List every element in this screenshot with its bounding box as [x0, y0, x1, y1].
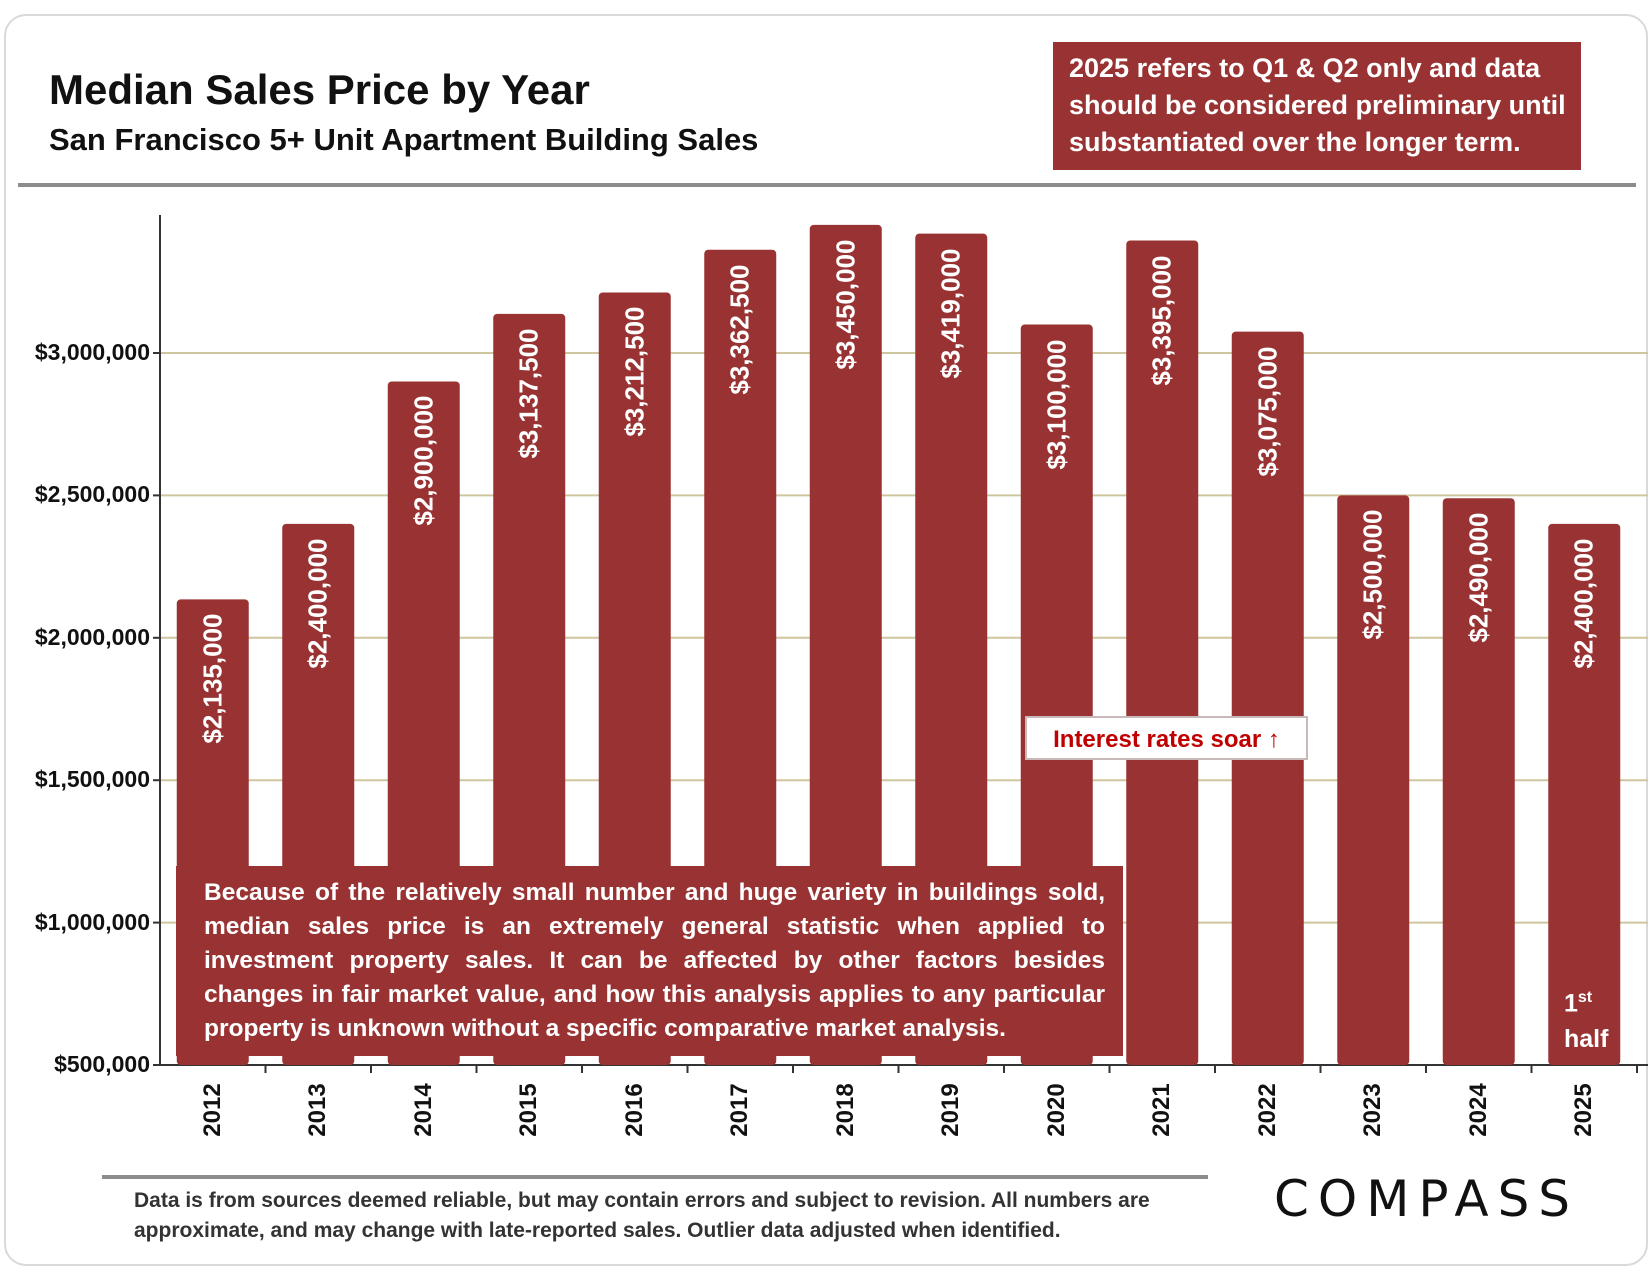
y-tick-label: $500,000: [54, 1051, 150, 1077]
data-label: $2,135,000: [197, 613, 228, 744]
x-tick-label: 2018: [831, 1083, 859, 1137]
bar-2018: [809, 224, 882, 1066]
x-tick-label: 2017: [726, 1083, 754, 1137]
bar-2023: [1337, 495, 1410, 1065]
x-tick-label: 2022: [1253, 1083, 1281, 1137]
y-tick-label: $1,500,000: [34, 766, 150, 793]
data-label: $3,137,500: [513, 328, 544, 459]
data-label: $2,500,000: [1357, 509, 1388, 641]
chart-subtitle: San Francisco 5+ Unit Apartment Building…: [49, 122, 759, 157]
title-divider: [18, 183, 1636, 187]
x-tick-label: 2023: [1359, 1083, 1387, 1137]
data-label: $3,419,000: [935, 248, 966, 379]
data-label: $3,450,000: [830, 239, 861, 370]
chart-title: Median Sales Price by Year: [49, 66, 590, 113]
footer-disclaimer: Data is from sources deemed reliable, bu…: [134, 1189, 1150, 1242]
y-tick-label: $3,000,000: [34, 339, 150, 365]
bar-2022: [1231, 331, 1304, 1065]
caveat-note: Because of the relatively small number a…: [176, 866, 1123, 1056]
data-label: $2,400,000: [1568, 538, 1599, 669]
bar-2021: [1126, 240, 1199, 1065]
bar-2025: [1548, 523, 1621, 1065]
x-tick-label: 2021: [1148, 1083, 1176, 1137]
data-label: $2,900,000: [408, 395, 439, 527]
x-tick-label: 2012: [198, 1083, 226, 1137]
x-tick-label: 2015: [515, 1083, 543, 1137]
half-superscript: st: [1577, 989, 1593, 1006]
bar-2019: [915, 233, 988, 1065]
x-tick-label: 2014: [409, 1083, 437, 1137]
x-tick-label: 2025: [1570, 1083, 1598, 1137]
half-number: 1: [1564, 989, 1578, 1018]
interest-rates-annotation: Interest rates soar ↑: [1025, 716, 1308, 760]
y-tick-label: $1,000,000: [34, 908, 150, 935]
data-label: $3,395,000: [1146, 255, 1177, 386]
data-label: $2,400,000: [302, 538, 333, 669]
data-label: $3,100,000: [1041, 339, 1072, 470]
half-word: half: [1564, 1025, 1609, 1054]
x-tick-label: 2013: [304, 1083, 332, 1137]
data-label: $2,490,000: [1463, 512, 1494, 643]
x-tick-label: 2016: [620, 1083, 648, 1137]
footer-divider: [102, 1175, 1208, 1179]
x-tick-label: 2024: [1464, 1083, 1492, 1137]
y-tick-label: $2,500,000: [34, 481, 150, 508]
x-tick-label: 2019: [937, 1083, 965, 1137]
data-label: $3,212,500: [619, 306, 650, 438]
y-tick-label: $2,000,000: [34, 623, 150, 650]
data-label: $3,075,000: [1252, 346, 1283, 477]
bar-2024: [1442, 498, 1515, 1065]
compass-logo: COMPASS: [1274, 1170, 1580, 1228]
data-label: $3,362,500: [724, 264, 755, 395]
preliminary-note: 2025 refers to Q1 & Q2 only and data sho…: [1053, 42, 1581, 170]
first-half-note: 1st half: [1564, 980, 1608, 1057]
bar-2017: [704, 249, 777, 1065]
x-tick-label: 2020: [1042, 1083, 1070, 1137]
